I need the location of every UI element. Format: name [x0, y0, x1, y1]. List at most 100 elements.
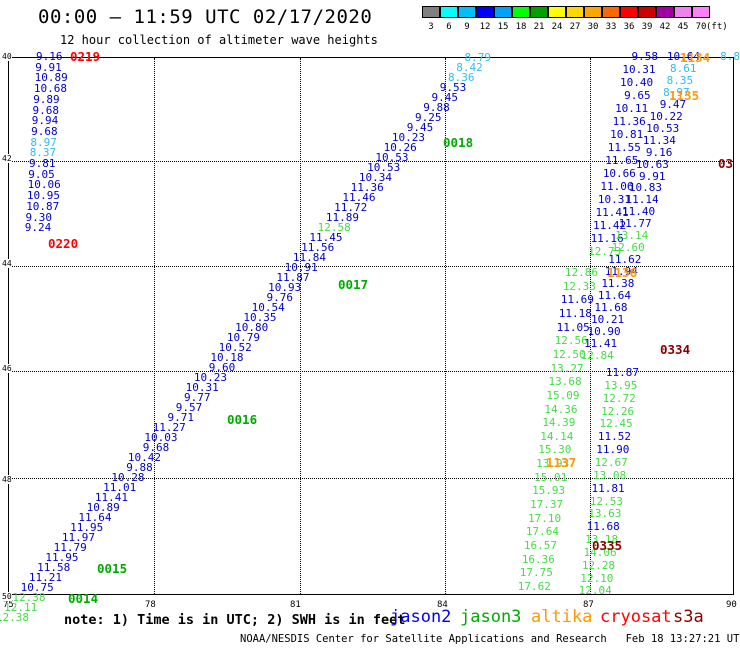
color-scale-unit: (ft): [706, 22, 728, 32]
color-swatch: [602, 6, 620, 18]
swh-value: 9.24: [24, 221, 52, 235]
swh-value: 11.62: [608, 253, 642, 267]
swh-value: 9.58: [631, 50, 659, 63]
color-scale-tick: 39: [641, 22, 653, 32]
color-swatch: [422, 6, 440, 18]
latitude-label: 48: [2, 475, 12, 484]
swh-value: 12.45: [599, 417, 633, 431]
wave-height-map: [8, 57, 734, 595]
swh-value: 8.61: [670, 61, 697, 75]
swh-value: 10.53: [367, 161, 401, 174]
swh-value: 10.31: [185, 381, 219, 394]
swh-value: 11.90: [596, 443, 630, 457]
longitude-label: 87: [583, 600, 594, 610]
swh-value: 10.26: [383, 141, 417, 154]
swh-value: 9.47: [659, 97, 687, 111]
swh-value: 11.97: [61, 531, 95, 544]
latitude-label: 46: [2, 364, 12, 373]
swh-value: 11.79: [53, 541, 87, 554]
swh-value: 11.84: [292, 251, 326, 264]
swh-value: 11.65: [605, 154, 639, 167]
swh-value: 11.41: [94, 491, 128, 504]
longitude-label: 75: [3, 600, 14, 610]
swh-value: 13.27: [550, 361, 584, 375]
swh-value: 10.06: [27, 178, 61, 192]
swh-value: 15.93: [532, 484, 566, 498]
swh-value: 15.09: [546, 388, 580, 402]
color-swatch: [656, 6, 674, 18]
swh-value: 11.38: [601, 277, 635, 291]
swh-value: 11.64: [597, 289, 631, 302]
latitude-gridline: [9, 371, 733, 372]
pass-time-label: 1137: [546, 455, 577, 470]
swh-value: 9.45: [406, 121, 434, 134]
swh-value: 14.36: [544, 402, 578, 416]
swh-value: 17.75: [519, 566, 553, 580]
swh-value: 10.52: [218, 341, 252, 354]
map-title: 00:00 – 11:59 UTC 02/17/2020: [38, 6, 373, 28]
color-swatch: [476, 6, 494, 18]
pass-time-label: 1134: [680, 50, 711, 65]
longitude-label: 81: [290, 600, 301, 610]
color-scale-tick: 27: [569, 22, 581, 32]
swh-value: 11.46: [342, 191, 376, 204]
swh-value: 11.36: [612, 115, 646, 128]
color-scale-tick: 42: [659, 22, 671, 32]
swh-value: 9.91: [35, 60, 62, 74]
swh-value: 12.73: [588, 245, 622, 258]
legend-jason2: jason2: [390, 607, 452, 627]
swh-value: 10.31: [597, 193, 632, 206]
swh-value: 10.35: [243, 311, 277, 324]
color-scale-tick: 33: [605, 22, 617, 32]
swh-value: 9.94: [31, 114, 59, 128]
swh-value: 8.97: [663, 85, 690, 99]
swh-value: 10.23: [193, 371, 227, 384]
longitude-label: 78: [145, 600, 156, 610]
color-swatch: [674, 6, 692, 18]
swh-value: 10.03: [144, 431, 178, 444]
color-scale-tick: 6: [446, 22, 452, 32]
legend-altika: altika: [531, 607, 593, 627]
swh-value: 11.21: [28, 571, 62, 584]
latitude-gridline: [9, 266, 733, 267]
swh-value: 9.05: [28, 167, 55, 181]
swh-value: 9.60: [208, 361, 236, 374]
swh-value: 11.69: [560, 293, 594, 307]
swh-value: 10.21: [590, 312, 625, 326]
swh-value: 10.66: [602, 167, 636, 180]
swh-value: 12.58: [317, 221, 351, 234]
swh-value: 17.64: [525, 525, 560, 539]
swh-value: 11.41: [584, 336, 618, 350]
swh-value: 9.81: [29, 157, 56, 170]
swh-value: 11.42: [593, 219, 627, 232]
pass-time-label: 0220: [48, 236, 79, 251]
longitude-gridline: [300, 58, 301, 594]
pass-time-label: 0335: [592, 538, 623, 553]
color-scale-tick: 21: [533, 22, 545, 32]
color-swatch: [494, 6, 512, 18]
color-scale-tick: 70: [695, 22, 707, 32]
swh-value: 12.38: [0, 611, 29, 624]
swh-value: 10.54: [251, 301, 285, 314]
swh-value: 11.14: [625, 193, 659, 207]
color-scale-tick: 3: [428, 22, 434, 32]
swh-value: 11.68: [586, 520, 620, 534]
swh-value: 11.95: [45, 551, 79, 564]
swh-value: 12.10: [580, 571, 614, 585]
swh-value: 12.26: [601, 404, 635, 418]
swh-value: 12.60: [611, 241, 645, 255]
pass-time-label: 0014: [68, 591, 99, 606]
swh-value: 11.45: [309, 231, 343, 244]
swh-value: 9.88: [126, 461, 153, 474]
swh-value: 8.42: [456, 61, 483, 74]
swh-value: 10.42: [127, 451, 161, 464]
swh-value: 11.16: [590, 232, 624, 245]
swh-value: 13.93: [536, 457, 570, 471]
longitude-label: 90: [726, 600, 737, 610]
swh-value: 10.64: [666, 50, 700, 63]
longitude-gridline: [445, 58, 446, 594]
longitude-gridline: [590, 58, 591, 594]
swh-value: 16.57: [523, 539, 557, 552]
color-scale-tick: 45: [677, 22, 689, 32]
color-swatch: [548, 6, 566, 18]
